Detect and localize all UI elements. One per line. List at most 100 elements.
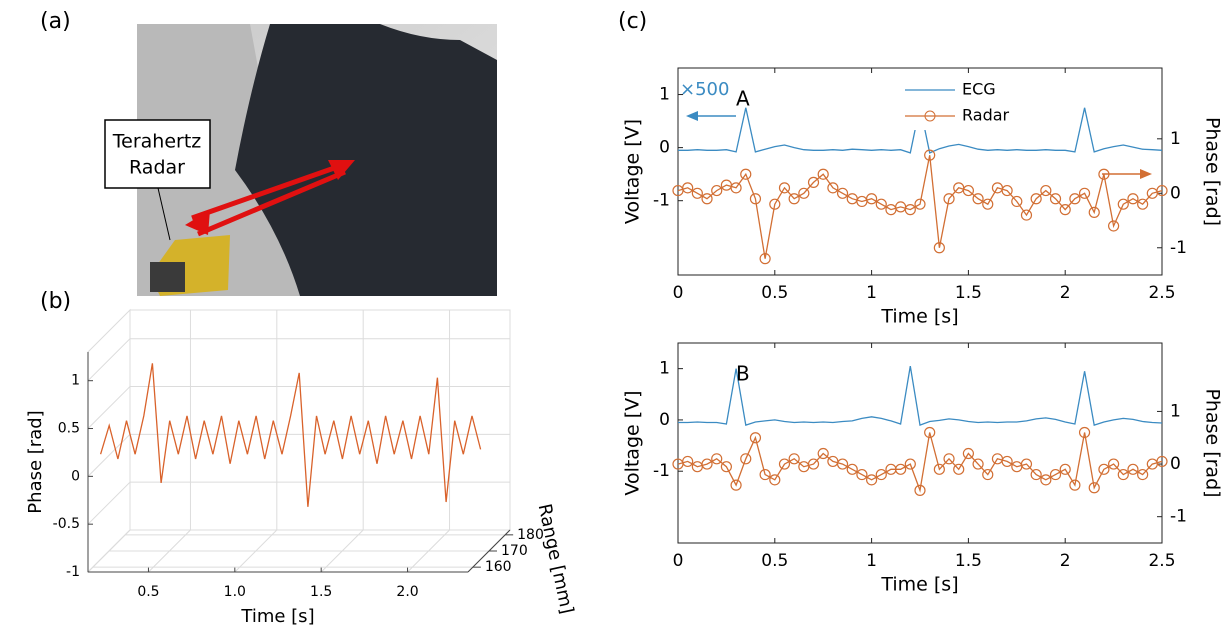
beam-arrow (191, 163, 341, 221)
series-line (677, 432, 1163, 493)
z-tick-label: 180 (517, 527, 544, 543)
y-tick-label: 0.5 (58, 421, 80, 437)
x-tick-label: 0 (673, 551, 684, 571)
marker (1098, 463, 1110, 475)
marker (982, 198, 994, 210)
y-axis-label: Voltage [V] (622, 390, 644, 495)
marker (1011, 195, 1023, 208)
marker (1020, 458, 1033, 470)
grid-line (87, 433, 131, 477)
y-tick-label: -1 (653, 461, 670, 481)
arrow-head (328, 160, 355, 180)
y-tick-label: -0.5 (53, 516, 80, 532)
marker (1030, 468, 1042, 481)
marker (865, 474, 878, 486)
y-tick-label: -1 (653, 191, 670, 211)
x-tick-label: 1 (866, 283, 877, 303)
arrow-head (185, 210, 210, 235)
axis-arrow-head (686, 111, 698, 121)
marker (740, 168, 752, 180)
marker (933, 463, 945, 475)
x-tick-label: 2.5 (1148, 283, 1175, 303)
sweater (235, 24, 497, 296)
marker (1088, 206, 1100, 218)
x-tick-label: 1.5 (310, 584, 332, 600)
y2-tick-label: 0 (1170, 183, 1181, 203)
marker (904, 204, 916, 216)
marker (769, 198, 781, 210)
panel-label: (c) (618, 9, 647, 34)
radar-mount (150, 262, 185, 292)
marker (817, 447, 829, 460)
marker (1001, 184, 1013, 197)
marker (759, 253, 771, 265)
plot-frame (677, 342, 1163, 544)
marker (914, 484, 926, 496)
x-axis-label: Time [s] (880, 574, 958, 596)
marker (711, 184, 723, 197)
marker (1078, 187, 1091, 199)
panel-label: (a) (40, 9, 71, 34)
y2-tick-label: 1 (1170, 129, 1181, 149)
y2-tick-label: 1 (1170, 401, 1181, 421)
legend-label: ECG (962, 80, 996, 99)
marker (1117, 468, 1129, 481)
marker (778, 458, 791, 470)
marker (836, 458, 849, 470)
marker (856, 468, 868, 481)
marker (895, 463, 907, 475)
marker (788, 193, 800, 205)
marker (875, 198, 887, 210)
marker (1020, 209, 1033, 221)
z-tick-label: 170 (501, 543, 528, 559)
marker (711, 453, 723, 465)
x-tick-label: 2.5 (1148, 551, 1175, 571)
marker (1040, 184, 1052, 197)
y-tick-label: 1 (659, 359, 670, 379)
label-box (104, 119, 211, 189)
y2-tick-label: -1 (1170, 238, 1187, 258)
marker (730, 479, 742, 491)
marker (682, 455, 694, 468)
marker (807, 176, 820, 188)
marker (807, 458, 820, 470)
y-tick-label: 0 (71, 468, 80, 484)
marker (875, 468, 887, 481)
y2-axis-label: Phase [rad] (1202, 117, 1224, 226)
x-tick-label: 0.5 (761, 551, 788, 571)
legend-marker (924, 110, 936, 122)
photo-label: Terahertz (112, 131, 202, 153)
marker (749, 432, 762, 444)
marker (740, 453, 752, 465)
axis-arrow-head (1140, 169, 1152, 179)
marker (1127, 193, 1139, 205)
marker (1117, 198, 1129, 210)
marker (1137, 468, 1149, 481)
marker (962, 184, 975, 197)
x-tick-label: 0 (673, 283, 684, 303)
x-tick-label: 2 (1060, 551, 1071, 571)
panel-label: (b) (40, 289, 71, 314)
marker (1040, 474, 1052, 486)
marker (817, 168, 829, 180)
x-tick-label: 0.5 (761, 283, 788, 303)
x-axis-label: Time [s] (880, 306, 958, 328)
label-leader (157, 187, 171, 241)
marker (701, 458, 713, 470)
grid-line (87, 338, 131, 382)
marker (691, 187, 703, 199)
marker (701, 193, 713, 205)
marker (1069, 193, 1081, 205)
marker (846, 463, 858, 475)
x-tick-label: 1.5 (955, 283, 982, 303)
legend-box (900, 76, 1060, 130)
annotation: A (736, 87, 750, 111)
marker (1127, 463, 1139, 475)
marker (972, 193, 984, 205)
z-tick-label: 160 (485, 559, 512, 575)
marker (865, 193, 878, 205)
marker (836, 187, 849, 199)
marker (759, 468, 771, 481)
marker (1059, 463, 1071, 475)
